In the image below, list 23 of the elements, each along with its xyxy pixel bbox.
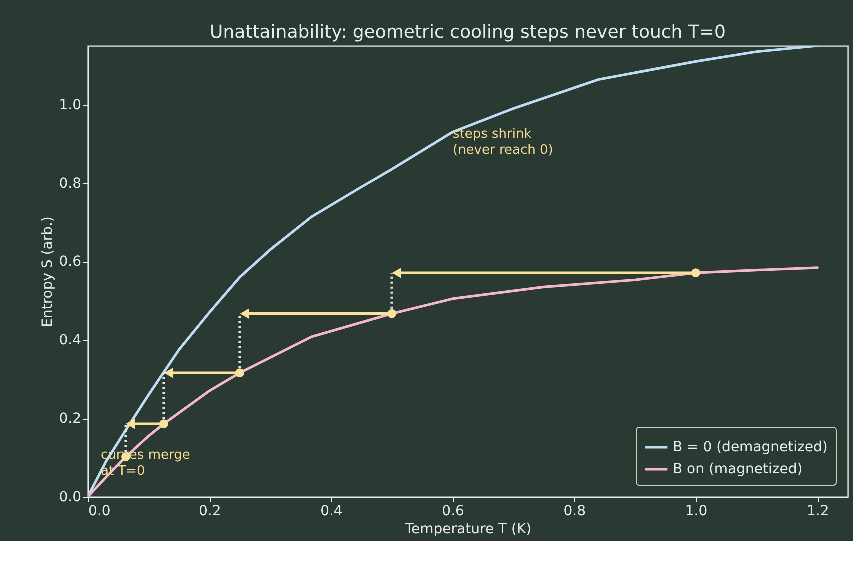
legend-label: B on (magnetized) xyxy=(673,462,803,478)
y-tick-label: 0.4 xyxy=(59,332,82,349)
point xyxy=(388,309,396,318)
y-axis-title: Entropy S (arb.) xyxy=(40,216,56,328)
x-tick-label: 1.2 xyxy=(806,504,830,520)
annotation: steps shrink (never reach 0) xyxy=(453,127,554,158)
point xyxy=(236,368,244,378)
x-tick-label: 0.6 xyxy=(442,504,465,520)
x-tick-label: 0.0 xyxy=(88,504,111,520)
x-axis-title: Temperature T (K) xyxy=(404,522,532,538)
y-tick-label: 1.0 xyxy=(59,97,82,114)
x-tick-label: 0.4 xyxy=(320,504,343,520)
y-tick-label: 0.6 xyxy=(59,254,82,270)
chart-title: Unattainability: geometric cooling steps never touch T=0 xyxy=(210,22,726,43)
point xyxy=(160,420,168,429)
x-tick-label: 1.0 xyxy=(685,504,708,520)
x-tick-label: 0.2 xyxy=(198,504,222,520)
y-tick-label: 0.0 xyxy=(59,490,82,506)
y-tick-label: 0.2 xyxy=(59,411,82,428)
point xyxy=(692,268,700,278)
y-tick-label: 0.8 xyxy=(59,176,82,192)
legend-label: B = 0 (demagnetized) xyxy=(673,440,828,456)
x-tick-label: 0.8 xyxy=(564,504,586,520)
